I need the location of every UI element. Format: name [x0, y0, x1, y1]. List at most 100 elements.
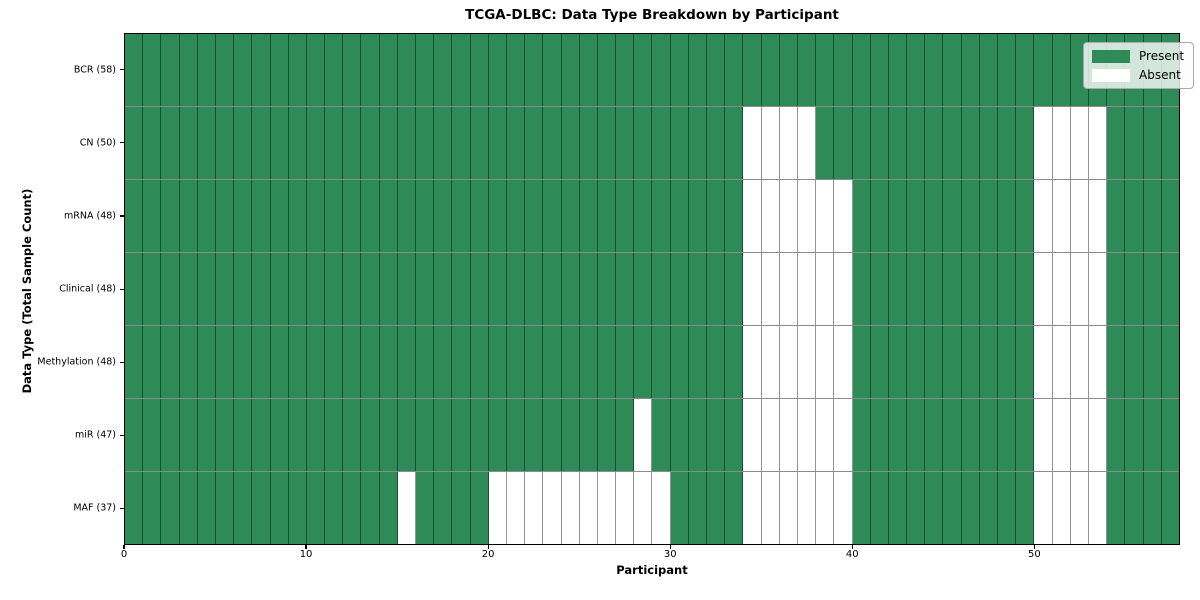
heatmap-cell: [125, 472, 144, 544]
heatmap-cell: [270, 253, 289, 325]
heatmap-cell: [452, 253, 471, 325]
heatmap-cell: [488, 326, 507, 398]
heatmap-cell: [1143, 107, 1162, 179]
y-tick-mark: [120, 288, 124, 290]
heatmap-cell: [743, 180, 762, 252]
heatmap-cell: [416, 399, 435, 471]
heatmap-cell: [215, 472, 235, 544]
heatmap-cell: [179, 399, 198, 471]
y-tick-label: Clinical (48): [59, 283, 116, 295]
heatmap-cell: [325, 34, 344, 106]
heatmap-cell: [1052, 472, 1071, 544]
heatmap-cell: [761, 399, 780, 471]
heatmap-cell: [870, 107, 889, 179]
heatmap-cell: [743, 399, 762, 471]
heatmap-cell: [670, 107, 689, 179]
heatmap-cell: [488, 107, 507, 179]
heatmap-cell: [343, 472, 362, 544]
heatmap-cell: [215, 180, 235, 252]
heatmap-cell: [797, 399, 817, 471]
heatmap-cell: [579, 399, 598, 471]
heatmap-cell: [907, 34, 926, 106]
heatmap-cell: [470, 107, 489, 179]
legend-item-present: Present: [1092, 49, 1184, 63]
legend-swatch-absent: [1092, 68, 1130, 82]
heatmap-cell: [1107, 326, 1126, 398]
heatmap-cell: [252, 253, 271, 325]
heatmap-cell: [852, 34, 871, 106]
heatmap-cell: [306, 34, 326, 106]
heatmap-cell: [306, 472, 326, 544]
heatmap-cell: [888, 472, 908, 544]
heatmap-cell: [870, 399, 889, 471]
heatmap-cell: [1016, 34, 1035, 106]
heatmap-cell: [452, 34, 471, 106]
heatmap-cell: [1125, 472, 1144, 544]
heatmap-cell: [543, 107, 562, 179]
heatmap-cell: [1125, 399, 1144, 471]
heatmap-cell: [707, 253, 726, 325]
heatmap-cell: [179, 472, 198, 544]
heatmap-cell: [725, 326, 744, 398]
heatmap-cell: [179, 180, 198, 252]
heatmap-cell: [888, 34, 908, 106]
heatmap-cell: [470, 326, 489, 398]
heatmap-cell: [943, 399, 962, 471]
heatmap-cell: [306, 253, 326, 325]
heatmap-cell: [852, 326, 871, 398]
heatmap-cell: [634, 107, 653, 179]
heatmap-cell: [215, 399, 235, 471]
heatmap-cell: [1016, 107, 1035, 179]
heatmap-cell: [834, 326, 853, 398]
heatmap-cell: [252, 34, 271, 106]
heatmap-cell: [961, 253, 980, 325]
heatmap-cell: [488, 399, 507, 471]
heatmap-cell: [1107, 180, 1126, 252]
heatmap-cell: [1088, 180, 1108, 252]
heatmap-cell: [379, 180, 398, 252]
heatmap-cell: [470, 180, 489, 252]
heatmap-cell: [215, 326, 235, 398]
heatmap-cell: [761, 253, 780, 325]
heatmap-cell: [743, 472, 762, 544]
heatmap-cell: [161, 253, 180, 325]
heatmap-cell: [361, 399, 380, 471]
x-tick-label: 50: [1027, 549, 1041, 560]
heatmap-cell: [761, 107, 780, 179]
heatmap-cell: [1016, 472, 1035, 544]
heatmap-cell: [161, 34, 180, 106]
heatmap-cell: [1161, 107, 1179, 179]
heatmap-cell: [1016, 180, 1035, 252]
heatmap-cell: [125, 326, 144, 398]
heatmap-cell: [943, 107, 962, 179]
x-tick-label: 20: [481, 549, 495, 560]
heatmap-cell: [816, 326, 835, 398]
heatmap-cell: [725, 472, 744, 544]
heatmap-cell: [452, 107, 471, 179]
heatmap-cell: [797, 326, 817, 398]
heatmap-cell: [252, 472, 271, 544]
heatmap-cell: [488, 180, 507, 252]
heatmap-cell: [707, 34, 726, 106]
heatmap-cell: [707, 472, 726, 544]
heatmap-cell: [452, 472, 471, 544]
heatmap-cell: [1034, 472, 1053, 544]
heatmap-cell: [743, 34, 762, 106]
heatmap-cell: [252, 399, 271, 471]
heatmap-cell: [197, 34, 216, 106]
heatmap-cell: [998, 180, 1017, 252]
heatmap-cell: [1143, 399, 1162, 471]
heatmap-cell: [870, 34, 889, 106]
heatmap-cell: [961, 180, 980, 252]
heatmap-cell: [525, 326, 544, 398]
heatmap-cell: [961, 472, 980, 544]
heatmap-cell: [597, 253, 617, 325]
heatmap-cell: [1052, 34, 1071, 106]
heatmap-cell: [597, 107, 617, 179]
heatmap-cell: [834, 34, 853, 106]
heatmap-cell: [1107, 107, 1126, 179]
heatmap-cell: [688, 399, 707, 471]
heatmap-cell: [743, 326, 762, 398]
heatmap-cell: [288, 253, 307, 325]
heatmap-cell: [1107, 472, 1126, 544]
